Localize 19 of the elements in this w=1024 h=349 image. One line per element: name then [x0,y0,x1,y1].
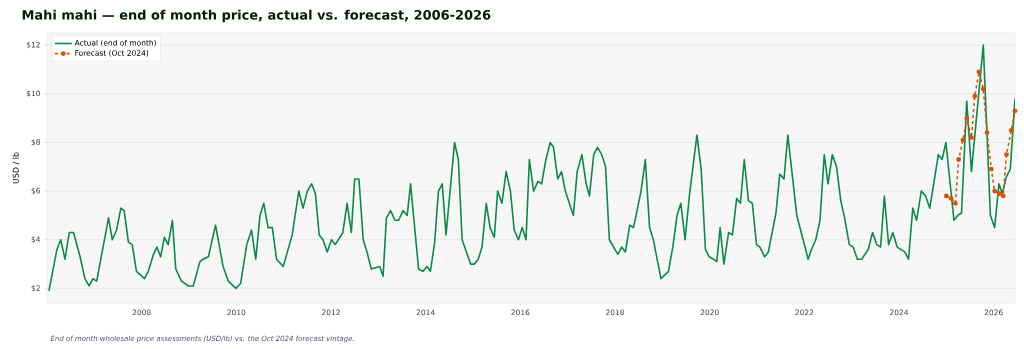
point [956,157,962,162]
point [988,166,994,172]
point [1004,152,1009,158]
point [997,191,1002,196]
point [943,193,949,199]
chart-title: Mahi mahi — end of month price, actual vs. forecast, 2006-2026 [22,9,491,23]
point [964,115,970,121]
point [960,137,966,143]
point [1008,127,1014,133]
point [952,200,958,206]
point [969,135,974,140]
point [980,86,986,92]
point [972,93,978,99]
point [1012,108,1018,114]
point [1000,193,1006,199]
point [948,196,954,201]
point [992,188,998,194]
point [976,69,982,75]
point [984,130,990,136]
